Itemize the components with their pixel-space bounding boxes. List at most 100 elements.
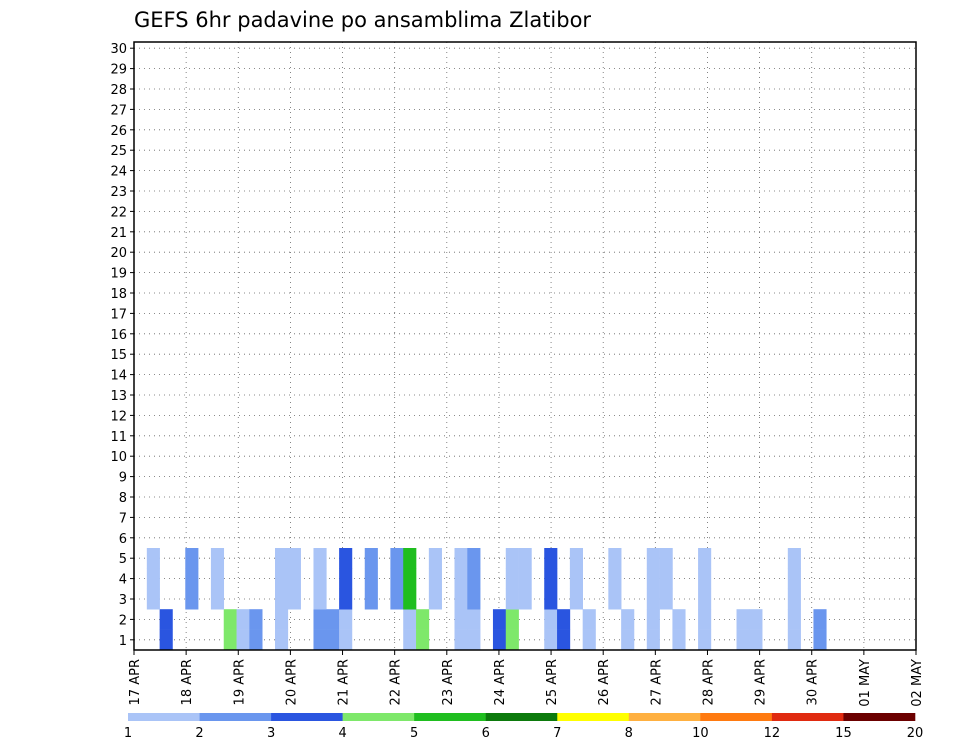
legend-label: 20 <box>907 726 924 741</box>
legend-label: 5 <box>410 726 418 741</box>
heatmap-cell <box>492 629 507 651</box>
x-tick-label: 18 APR <box>180 659 195 705</box>
y-tick-label: 5 <box>119 552 127 567</box>
y-tick-label: 4 <box>119 573 127 588</box>
legend-label: 2 <box>195 726 203 741</box>
heatmap-cell <box>467 609 481 630</box>
x-tick-label: 20 APR <box>284 659 299 705</box>
heatmap-cell <box>505 568 519 590</box>
heatmap-cell <box>313 548 327 569</box>
heatmap-cell <box>646 568 660 590</box>
x-tick-label: 23 APR <box>441 659 456 705</box>
heatmap-cell <box>736 609 750 630</box>
heatmap-cell <box>672 609 686 630</box>
heatmap-cell <box>467 629 481 651</box>
x-tick-label: 27 APR <box>649 659 664 705</box>
y-tick-label: 11 <box>110 430 127 445</box>
heatmap-cell <box>544 629 558 651</box>
heatmap-cell <box>621 609 635 630</box>
y-tick-label: 17 <box>110 307 127 322</box>
heatmap-cell <box>428 588 442 610</box>
heatmap-cell <box>339 629 353 651</box>
heatmap-cell <box>236 609 250 630</box>
heatmap-cell <box>659 588 673 610</box>
heatmap-cell <box>185 548 199 569</box>
heatmap-cell <box>749 609 763 630</box>
legend-label: 15 <box>835 726 852 741</box>
y-tick-label: 2 <box>119 613 127 628</box>
legend-label: 6 <box>482 726 490 741</box>
heatmap-cell <box>339 548 353 569</box>
heatmap-cell <box>608 548 622 569</box>
heatmap-cell <box>569 548 583 569</box>
heatmap-cell <box>210 568 225 590</box>
heatmap-cell <box>339 588 353 610</box>
heatmap-cell <box>454 548 468 569</box>
y-tick-label: 12 <box>110 409 127 424</box>
x-tick-label: 22 APR <box>389 659 404 705</box>
heatmap-cell <box>146 588 160 610</box>
heatmap-cell <box>275 548 289 569</box>
heatmap-cell <box>736 629 750 651</box>
legend-swatch <box>700 713 773 721</box>
legend-swatch <box>128 713 200 721</box>
legend-swatch <box>771 713 844 721</box>
heatmap-cell <box>275 588 289 610</box>
heatmap-cell <box>185 588 199 610</box>
heatmap-cell <box>146 568 160 590</box>
heatmap-cell <box>787 568 801 590</box>
heatmap-cell <box>492 609 507 630</box>
heatmap-cell <box>698 568 712 590</box>
legend-swatch <box>342 713 415 721</box>
heatmap-cell <box>646 609 660 630</box>
y-tick-label: 15 <box>110 348 127 363</box>
heatmap-cell <box>454 609 468 630</box>
legend-swatch <box>199 713 272 721</box>
heatmap-cell <box>621 629 635 651</box>
x-tick-label: 21 APR <box>337 659 352 705</box>
heatmap-cell <box>390 568 404 590</box>
heatmap-cell <box>416 609 430 630</box>
heatmap-cell <box>608 588 622 610</box>
legend-label: 1 <box>124 726 132 741</box>
y-tick-label: 30 <box>110 42 127 57</box>
heatmap-cell <box>518 568 532 590</box>
heatmap-cell <box>428 568 442 590</box>
x-tick-label: 26 APR <box>597 659 612 705</box>
heatmap-cell <box>672 629 686 651</box>
heatmap-cell <box>313 588 327 610</box>
heatmap-cell <box>505 609 519 630</box>
heatmap-cell <box>313 629 327 651</box>
heatmap-cell <box>698 548 712 569</box>
x-tick-label: 24 APR <box>493 659 508 705</box>
heatmap-cell <box>313 609 327 630</box>
y-tick-label: 24 <box>110 165 127 180</box>
heatmap-cell <box>364 588 378 610</box>
x-tick-label: 28 APR <box>701 659 716 705</box>
heatmap-cell <box>646 629 660 651</box>
heatmap-cell <box>467 568 481 590</box>
heatmap-cell <box>544 588 558 610</box>
heatmap-cell <box>403 568 417 590</box>
heatmap-cell <box>582 609 596 630</box>
heatmap-cell <box>159 609 173 630</box>
y-tick-label: 1 <box>119 634 127 649</box>
heatmap-cell <box>544 548 558 569</box>
x-tick-label: 29 APR <box>754 659 769 705</box>
heatmap-cell <box>518 588 532 610</box>
heatmap-cell <box>159 629 173 651</box>
x-tick-label: 17 APR <box>128 659 143 705</box>
heatmap-cell <box>659 548 673 569</box>
heatmap-cell <box>698 609 712 630</box>
heatmap-cell <box>403 588 417 610</box>
heatmap-cell <box>339 609 353 630</box>
heatmap-cell <box>146 548 160 569</box>
legend-swatch <box>485 713 558 721</box>
y-tick-label: 20 <box>110 246 127 261</box>
heatmap-cell <box>454 568 468 590</box>
legend-label: 12 <box>764 726 781 741</box>
heatmap-cell <box>454 588 468 610</box>
heatmap-cell <box>275 568 289 590</box>
heatmap-cell <box>646 588 660 610</box>
heatmap-cell <box>608 568 622 590</box>
